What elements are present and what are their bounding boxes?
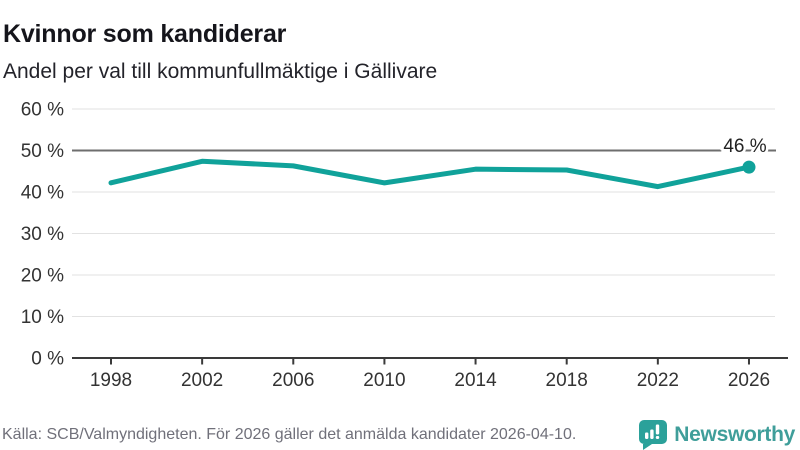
y-tick-label: 60 %	[21, 100, 64, 121]
y-tick-label: 20 %	[21, 266, 64, 287]
x-tick-label: 2022	[637, 370, 679, 391]
x-tick-label: 2014	[454, 370, 497, 391]
x-tick-label: 1998	[90, 370, 132, 391]
brand-name: Newsworthy	[674, 422, 795, 446]
y-tick-label: 50 %	[21, 141, 64, 162]
source-note: Källa: SCB/Valmyndigheten. För 2026 gäll…	[2, 425, 577, 443]
newsworthy-icon	[639, 419, 668, 450]
y-tick-label: 10 %	[21, 307, 64, 328]
chart-subtitle: Andel per val till kommunfullmäktige i G…	[3, 60, 438, 83]
x-tick-label: 2010	[363, 370, 405, 391]
brand-logo: Newsworthy	[639, 419, 795, 450]
end-value-label: 46 %	[723, 136, 766, 157]
x-tick-label: 2018	[546, 370, 588, 391]
x-tick-label: 2002	[181, 370, 223, 391]
x-tick-label: 2026	[728, 370, 770, 391]
y-tick-label: 40 %	[21, 183, 64, 204]
y-tick-label: 0 %	[31, 349, 64, 370]
end-point-marker	[742, 160, 756, 174]
x-tick-label: 2006	[272, 370, 314, 391]
footer: Källa: SCB/Valmyndigheten. För 2026 gäll…	[2, 419, 795, 450]
y-tick-label: 30 %	[21, 224, 64, 245]
data-line	[108, 158, 752, 190]
chart-title: Kvinnor som kandiderar	[3, 19, 287, 48]
